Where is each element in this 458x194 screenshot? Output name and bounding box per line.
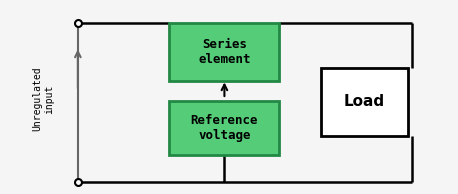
FancyBboxPatch shape [169, 23, 279, 81]
Text: Unregulated
input: Unregulated input [33, 67, 55, 131]
Text: Reference
voltage: Reference voltage [191, 114, 258, 142]
Text: Series
element: Series element [198, 38, 251, 66]
FancyBboxPatch shape [169, 101, 279, 155]
Text: Load: Load [344, 94, 385, 109]
FancyBboxPatch shape [321, 68, 408, 136]
